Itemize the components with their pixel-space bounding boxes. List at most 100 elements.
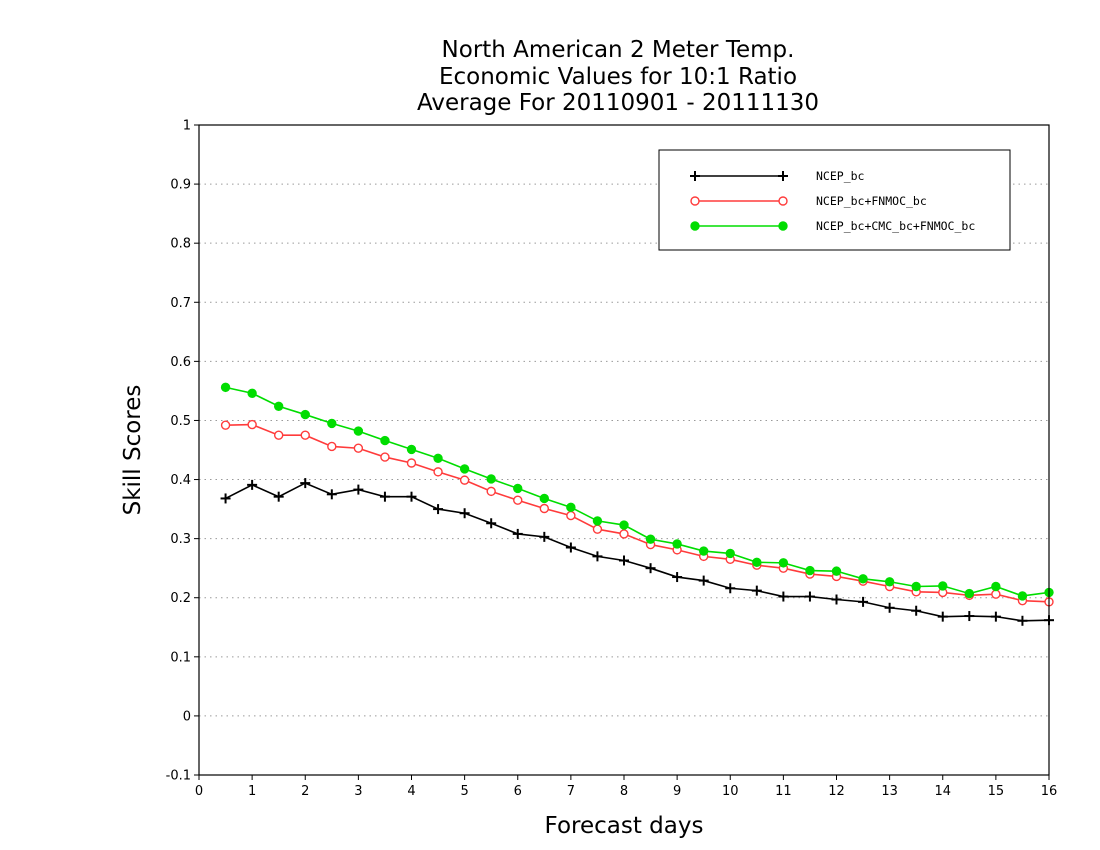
data-point-ncep-bc	[751, 585, 762, 596]
data-point-ncep-bc-fnmoc-bc	[539, 503, 550, 514]
data-point-ncep-bc	[379, 491, 390, 502]
data-point-ncep-bc-cmc-bc-fnmoc-bc	[459, 464, 470, 474]
data-point-ncep-bc-fnmoc-bc	[273, 430, 284, 440]
data-point-ncep-bc-fnmoc-bc	[566, 510, 576, 521]
data-point-ncep-bc-cmc-bc-fnmoc-bc	[433, 453, 443, 463]
legend-label-ncep-bc-cmc-bc-fnmoc-bc: NCEP_bc+CMC_bc+FNMOC_bc	[816, 219, 975, 233]
data-point-ncep-bc-fnmoc-bc	[592, 524, 603, 534]
data-point-ncep-bc	[406, 491, 417, 502]
series-group	[220, 382, 1054, 626]
y-tick-label: 0.2	[170, 591, 191, 606]
y-tick-label: 0.3	[170, 532, 191, 547]
data-point-ncep-bc	[911, 605, 922, 616]
data-point-ncep-bc	[300, 478, 311, 489]
data-point-ncep-bc	[247, 479, 258, 490]
data-point-ncep-bc-cmc-bc-fnmoc-bc	[805, 565, 815, 576]
legend-item-ncep-bc-cmc-bc-fnmoc-bc: NCEP_bc+CMC_bc+FNMOC_bc	[690, 219, 975, 233]
x-tick-label: 11	[775, 784, 792, 799]
data-point-ncep-bc-fnmoc-bc	[619, 529, 629, 539]
legend-marker-ncep-bc-fnmoc-bc	[690, 196, 700, 206]
legend-item-ncep-bc-fnmoc-bc: NCEP_bc+FNMOC_bc	[690, 194, 927, 208]
legend-marker-ncep-bc-cmc-bc-fnmoc-bc	[690, 221, 700, 231]
data-point-ncep-bc	[672, 572, 683, 583]
x-tick-label: 0	[195, 784, 203, 799]
data-point-ncep-bc-fnmoc-bc	[513, 495, 523, 505]
data-point-ncep-bc-fnmoc-bc	[433, 467, 443, 477]
x-tick-label: 9	[673, 784, 681, 799]
legend-marker-ncep-bc	[778, 171, 788, 181]
y-tick-label: 0.5	[170, 414, 191, 429]
data-point-ncep-bc	[804, 591, 815, 602]
x-tick-label: 8	[620, 784, 628, 799]
data-point-ncep-bc	[619, 555, 629, 566]
data-point-ncep-bc	[858, 596, 869, 607]
chart-title-line-1: North American 2 Meter Temp.	[442, 37, 795, 63]
data-point-ncep-bc	[1017, 615, 1028, 626]
x-tick-label: 13	[881, 784, 898, 799]
data-point-ncep-bc-cmc-bc-fnmoc-bc	[991, 581, 1001, 592]
data-point-ncep-bc	[539, 531, 550, 542]
data-point-ncep-bc	[645, 563, 656, 574]
x-tick-label: 6	[514, 784, 522, 799]
data-point-ncep-bc-fnmoc-bc	[327, 441, 337, 452]
data-point-ncep-bc	[725, 583, 736, 594]
data-point-ncep-bc-fnmoc-bc	[220, 420, 231, 430]
data-point-ncep-bc-cmc-bc-fnmoc-bc	[884, 577, 895, 587]
data-point-ncep-bc-cmc-bc-fnmoc-bc	[380, 435, 390, 446]
y-tick-label: 0.1	[170, 650, 191, 665]
data-point-ncep-bc-cmc-bc-fnmoc-bc	[220, 382, 231, 393]
data-point-ncep-bc-fnmoc-bc	[991, 589, 1001, 599]
data-point-ncep-bc	[937, 611, 948, 622]
data-point-ncep-bc-cmc-bc-fnmoc-bc	[513, 483, 523, 494]
data-point-ncep-bc-cmc-bc-fnmoc-bc	[566, 502, 576, 513]
y-tick-label: 0.6	[170, 355, 191, 370]
x-tick-label: 5	[460, 784, 468, 799]
legend-marker-ncep-bc-fnmoc-bc	[778, 196, 788, 206]
data-point-ncep-bc-cmc-bc-fnmoc-bc	[831, 566, 842, 576]
data-point-ncep-bc	[592, 551, 603, 562]
x-tick-label: 12	[828, 784, 845, 799]
data-point-ncep-bc-cmc-bc-fnmoc-bc	[406, 444, 417, 455]
data-point-ncep-bc	[512, 528, 523, 539]
data-point-ncep-bc	[831, 594, 842, 605]
series-ncep-bc-cmc-bc-fnmoc-bc	[220, 382, 1054, 601]
y-tick-label: -0.1	[166, 769, 191, 784]
data-point-ncep-bc	[433, 504, 444, 515]
legend-label-ncep-bc-fnmoc-bc: NCEP_bc+FNMOC_bc	[816, 194, 927, 208]
x-tick-label: 2	[301, 784, 309, 799]
gridlines	[199, 183, 1049, 717]
x-tick-label: 14	[934, 784, 951, 799]
data-point-ncep-bc-cmc-bc-fnmoc-bc	[858, 574, 868, 584]
series-ncep-bc	[220, 478, 1054, 626]
data-point-ncep-bc	[964, 611, 975, 622]
chart-title-line-3: Average For 20110901 - 20111130	[417, 90, 819, 116]
x-tick-label: 16	[1041, 784, 1058, 799]
data-point-ncep-bc	[486, 518, 497, 529]
data-point-ncep-bc-cmc-bc-fnmoc-bc	[672, 539, 682, 549]
data-point-ncep-bc-cmc-bc-fnmoc-bc	[300, 409, 310, 420]
data-point-ncep-bc	[698, 575, 709, 586]
legend-marker-ncep-bc	[690, 171, 700, 181]
data-point-ncep-bc-cmc-bc-fnmoc-bc	[698, 546, 709, 556]
data-point-ncep-bc-cmc-bc-fnmoc-bc	[619, 520, 629, 530]
y-tick-label: 0.8	[170, 237, 191, 252]
data-point-ncep-bc	[220, 493, 231, 504]
x-axis-label: Forecast days	[545, 813, 704, 839]
legend: NCEP_bc NCEP_bc+FNMOC_bc NCEP_bc+CMC_bc+FN…	[658, 149, 1011, 251]
y-axis-ticks: -0.1 0 0.1 0.2 0.3 0.4 0.5 0.6 0.7 0.8 0.9 1	[166, 119, 199, 784]
data-point-ncep-bc	[990, 611, 1001, 622]
data-point-ncep-bc	[778, 591, 789, 602]
data-point-ncep-bc-cmc-bc-fnmoc-bc	[778, 558, 789, 568]
data-point-ncep-bc-fnmoc-bc	[486, 486, 496, 497]
data-point-ncep-bc-cmc-bc-fnmoc-bc	[592, 516, 603, 526]
data-point-ncep-bc-cmc-bc-fnmoc-bc	[273, 401, 284, 411]
data-point-ncep-bc-cmc-bc-fnmoc-bc	[247, 388, 257, 398]
y-tick-label: 0	[183, 709, 191, 724]
data-point-ncep-bc-cmc-bc-fnmoc-bc	[938, 581, 948, 591]
legend-item-ncep-bc: NCEP_bc	[690, 169, 864, 183]
legend-items: NCEP_bc NCEP_bc+FNMOC_bc NCEP_bc+CMC_bc+FN…	[690, 169, 975, 233]
data-point-ncep-bc	[353, 484, 364, 495]
data-point-ncep-bc-fnmoc-bc	[459, 475, 470, 485]
data-point-ncep-bc-cmc-bc-fnmoc-bc	[725, 548, 735, 559]
y-axis-label: Skill Scores	[120, 385, 146, 516]
